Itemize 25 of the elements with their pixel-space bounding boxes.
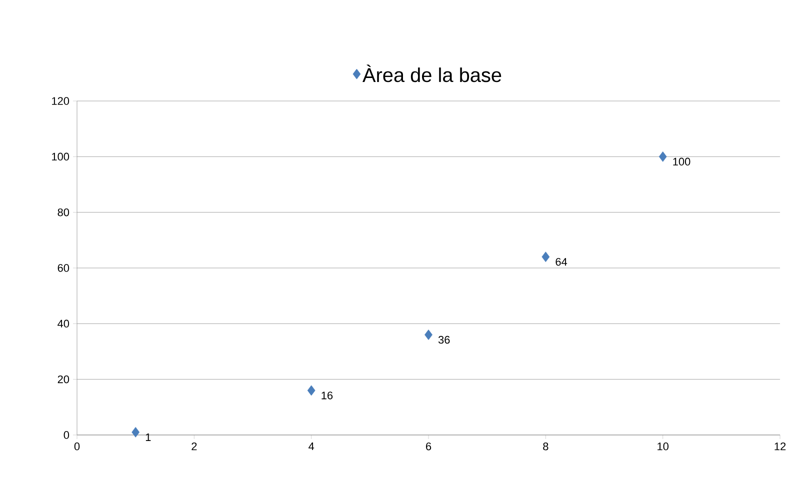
x-tick-label: 12 <box>774 442 786 450</box>
data-label: 1 <box>146 433 151 441</box>
x-tick-label: 4 <box>308 442 314 450</box>
data-label: 16 <box>322 392 333 400</box>
point <box>132 427 140 438</box>
x-tick-label: 8 <box>543 442 548 450</box>
point <box>424 330 432 340</box>
y-tick-label: 120 <box>52 97 70 105</box>
x-tick-label: 6 <box>426 442 432 450</box>
data-label: 64 <box>556 258 568 266</box>
legend-label: Àrea de la base <box>362 64 502 82</box>
y-tick-label: 0 <box>64 431 70 439</box>
y-tick-label: 20 <box>58 375 70 384</box>
y-tick-label: 80 <box>58 208 70 216</box>
y-tick-label: 40 <box>58 320 70 328</box>
y-tick-label: 60 <box>58 264 70 272</box>
point <box>307 385 316 396</box>
x-tick-label: 0 <box>74 442 80 450</box>
point <box>658 151 667 162</box>
point <box>542 252 550 262</box>
data-label: 100 <box>673 158 690 166</box>
data-label: 36 <box>438 336 450 344</box>
y-tick-label: 100 <box>52 152 70 161</box>
x-tick-label: 10 <box>658 442 668 450</box>
x-tick-label: 2 <box>192 442 197 450</box>
